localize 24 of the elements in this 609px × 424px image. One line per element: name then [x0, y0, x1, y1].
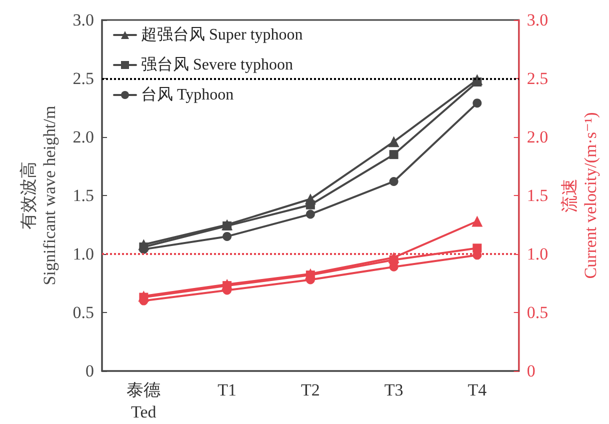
- y2-tick-label: 1.5: [526, 186, 548, 205]
- x-tick-label: T4: [468, 380, 488, 400]
- y-axis-title: 有效波高 Significant wave height/m: [19, 106, 59, 286]
- y-tick-label: 1.0: [72, 244, 94, 264]
- legend-label: 超强台风 Super typhoon: [141, 26, 303, 44]
- y2-axis-title: 流速 Current velocity/(m·s⁻¹): [560, 112, 600, 279]
- y-tick-label: 2.0: [72, 128, 94, 146]
- y2-tick-label: 1.0: [526, 244, 548, 264]
- legend-label: 强台风 Severe typhoon: [141, 56, 293, 74]
- y2-tick-label: 0: [526, 362, 536, 380]
- y-tick-label: 3.0: [72, 10, 94, 30]
- y2-tick-label: 2.0: [526, 128, 548, 146]
- x-tick-label: T3: [384, 380, 404, 400]
- y-tick-label: 2.5: [72, 69, 94, 88]
- x-tick-label: T1: [218, 380, 236, 400]
- y-tick-label: 0: [86, 362, 94, 380]
- x-tick-label: 泰德 Ted: [126, 380, 161, 422]
- y2-tick-label: 2.5: [526, 69, 548, 88]
- y-tick-label: 1.5: [72, 186, 94, 205]
- y-tick-label: 0.5: [72, 303, 94, 322]
- y2-tick-label: 0.5: [526, 303, 548, 322]
- x-tick-label: T2: [300, 380, 320, 400]
- legend-label: 台风 Typhoon: [141, 86, 234, 104]
- y2-tick-label: 3.0: [526, 10, 548, 30]
